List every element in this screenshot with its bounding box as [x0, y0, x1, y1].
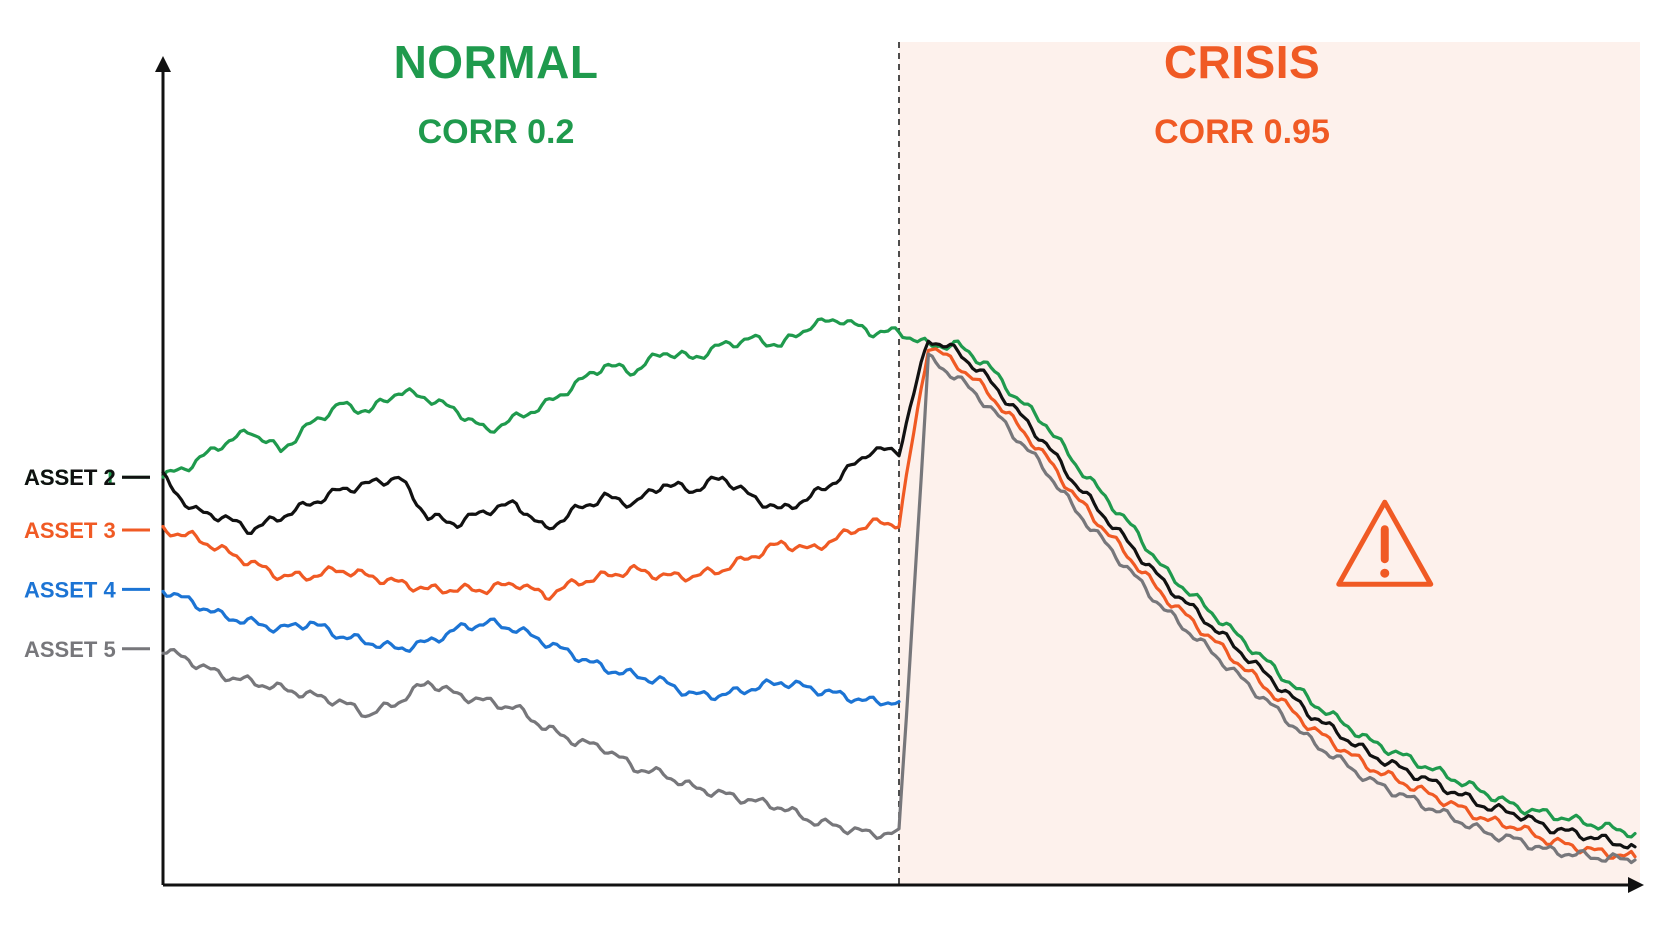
series-line-asset-3 [161, 347, 1637, 860]
legend-label-asset-3: ASSET 3 [24, 518, 116, 543]
regime-corr-crisis: CORR 0.95 [1154, 113, 1330, 151]
regime-title-crisis: CRISIS [1164, 36, 1320, 88]
warning-exclamation-dot [1380, 568, 1390, 578]
x-axis-arrow [1628, 877, 1644, 893]
series-line-asset-2 [161, 339, 1637, 850]
crisis-region-shading [899, 42, 1640, 885]
warning-triangle [1336, 499, 1434, 587]
legend-label-asset-4: ASSET 4 [24, 577, 116, 602]
series-line-asset-5 [161, 352, 1637, 865]
legend-label-asset-1: ASSET 1 [24, 465, 116, 490]
regime-labels: NORMAL CORR 0.2 CRISIS CORR 0.95 [394, 36, 1330, 151]
y-axis-arrow [155, 56, 171, 72]
regime-title-normal: NORMAL [394, 36, 599, 88]
regime-corr-normal: CORR 0.2 [418, 113, 575, 151]
series-line-asset-1 [161, 317, 1637, 839]
legend-label-asset-2: ASSET 2 [24, 465, 116, 490]
warning-icon [1336, 499, 1434, 587]
series-line-asset-4 [161, 589, 901, 707]
series-lines [161, 317, 1637, 865]
legend-label-asset-5: ASSET 5 [24, 637, 116, 662]
